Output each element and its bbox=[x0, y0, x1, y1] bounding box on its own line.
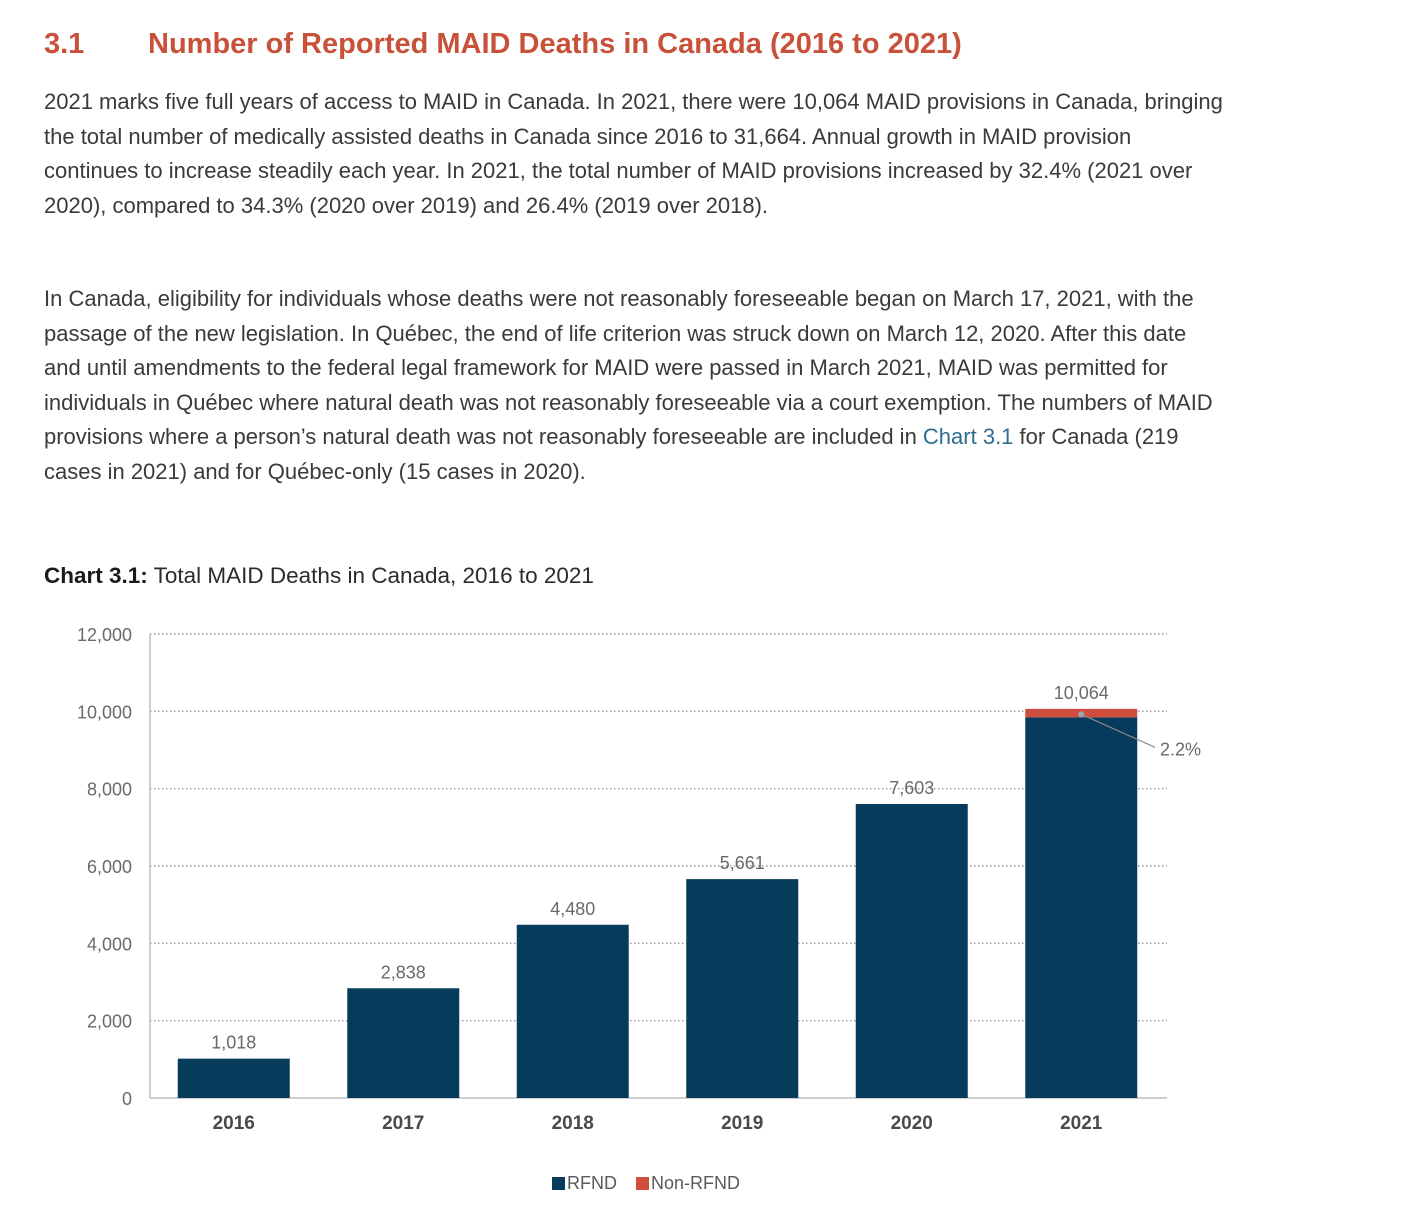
legend-item-non-rfnd: Non-RFND bbox=[636, 1173, 740, 1193]
bar-rfnd bbox=[1025, 717, 1138, 1098]
y-tick-label: 2,000 bbox=[87, 1012, 132, 1032]
paragraph-eligibility-text-b: for Canada (219 cases in 2021) and for Q… bbox=[44, 424, 1179, 484]
bar-value-label: 1,018 bbox=[211, 1033, 256, 1053]
x-tick-label: 2018 bbox=[552, 1113, 594, 1134]
bar-value-label: 7,603 bbox=[889, 778, 934, 798]
bar-value-label: 4,480 bbox=[550, 899, 595, 919]
x-tick-label: 2019 bbox=[721, 1113, 763, 1134]
bar-rfnd bbox=[177, 1058, 290, 1098]
chart-caption: Chart 3.1: Total MAID Deaths in Canada, … bbox=[44, 563, 594, 589]
chart-legend: RFND Non-RFND bbox=[552, 1173, 754, 1194]
y-tick-label: 10,000 bbox=[77, 702, 132, 722]
paragraph-intro: 2021 marks five full years of access to … bbox=[44, 89, 1223, 218]
y-tick-label: 0 bbox=[122, 1089, 132, 1109]
callout-line bbox=[1081, 713, 1156, 748]
bar-rfnd bbox=[855, 804, 968, 1098]
y-tick-label: 8,000 bbox=[87, 780, 132, 800]
legend-swatch-rfnd bbox=[552, 1177, 565, 1190]
bar-value-label: 5,661 bbox=[720, 853, 765, 873]
chart-caption-text: Total MAID Deaths in Canada, 2016 to 202… bbox=[147, 563, 594, 588]
y-tick-label: 12,000 bbox=[77, 625, 132, 645]
bar-value-label: 10,064 bbox=[1054, 683, 1109, 703]
x-tick-label: 2017 bbox=[382, 1113, 424, 1134]
legend-item-rfnd: RFND bbox=[552, 1173, 617, 1193]
y-tick-label: 6,000 bbox=[87, 857, 132, 877]
y-tick-label: 4,000 bbox=[87, 934, 132, 954]
section-heading: 3.1 Number of Reported MAID Deaths in Can… bbox=[44, 28, 962, 61]
legend-label-non-rfnd: Non-RFND bbox=[651, 1173, 741, 1193]
section-number: 3.1 bbox=[44, 28, 85, 60]
callout-dot bbox=[1078, 711, 1085, 718]
paragraph-eligibility-text-a: In Canada, eligibility for individuals w… bbox=[44, 286, 1213, 449]
bar-rfnd bbox=[516, 924, 629, 1098]
bar-rfnd bbox=[686, 879, 799, 1098]
paragraph-eligibility: In Canada, eligibility for individuals w… bbox=[44, 282, 1224, 489]
bar-chart: 0 2,000 4,000 6,000 8,000 10,000 12,000 1,018 20… bbox=[77, 625, 1201, 1134]
chart-reference-link[interactable]: Chart 3.1 bbox=[922, 424, 1014, 449]
legend-label-rfnd: RFND bbox=[567, 1173, 617, 1193]
non-rfnd-share-label: 2.2% bbox=[1160, 739, 1201, 759]
x-tick-label: 2016 bbox=[213, 1113, 255, 1134]
section-title: Number of Reported MAID Deaths in Canada… bbox=[148, 28, 962, 60]
bar-rfnd bbox=[347, 988, 460, 1098]
x-tick-label: 2020 bbox=[891, 1113, 933, 1134]
x-tick-label: 2021 bbox=[1060, 1113, 1103, 1134]
chart-caption-label: Chart 3.1: bbox=[44, 563, 148, 588]
bar-value-label: 2,838 bbox=[381, 962, 426, 982]
legend-swatch-non-rfnd bbox=[636, 1177, 650, 1190]
